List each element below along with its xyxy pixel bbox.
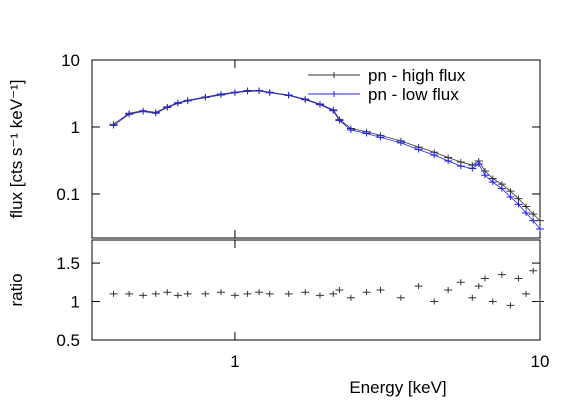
data-point [497, 271, 506, 278]
data-point [255, 289, 264, 296]
data-point [335, 287, 344, 293]
data-point [109, 290, 118, 297]
series-line [113, 90, 541, 221]
data-point [514, 195, 523, 202]
data-point [329, 290, 338, 297]
y-tick-label: 0.5 [56, 331, 80, 350]
data-point [151, 290, 160, 297]
data-point [315, 292, 324, 299]
data-point [183, 97, 192, 104]
data-point [125, 290, 134, 297]
y-tick-label: 1 [71, 293, 80, 312]
y-axis-label: flux [cts s⁻¹ keV⁻¹] [7, 80, 26, 219]
data-point [536, 225, 544, 232]
data-point [315, 101, 324, 108]
data-point [362, 130, 371, 137]
legend-label: pn - high flux [368, 66, 466, 85]
data-point [414, 283, 423, 290]
data-point [201, 94, 210, 101]
data-point [301, 289, 310, 296]
data-point [173, 292, 182, 299]
plot-frame [91, 59, 541, 239]
data-point [151, 110, 160, 117]
data-point [230, 89, 239, 96]
data-point [125, 111, 134, 118]
data-point [514, 275, 523, 282]
legend-marker [330, 91, 338, 97]
data-point [456, 163, 465, 170]
data-point [536, 298, 544, 305]
data-point [396, 139, 405, 146]
data-point [522, 209, 531, 216]
data-point [265, 89, 274, 96]
data-point [201, 290, 210, 297]
data-point [506, 302, 515, 309]
data-point [216, 92, 225, 99]
data-point [362, 289, 371, 296]
data-point [497, 185, 506, 192]
data-point [522, 203, 531, 210]
y-axis-label: ratio [7, 273, 26, 306]
series-line [113, 90, 541, 230]
data-point [183, 290, 192, 297]
data-point [139, 108, 148, 115]
data-point [243, 290, 252, 297]
data-point [529, 267, 538, 274]
data-point [301, 96, 310, 103]
data-point [396, 294, 405, 301]
plot-frame [91, 239, 541, 341]
y-tick-label: 1.5 [56, 254, 80, 273]
x-axis-label: Energy [keV] [349, 378, 446, 397]
data-point [444, 158, 453, 165]
data-point [376, 134, 385, 141]
x-tick-label: 1 [230, 352, 239, 371]
y-tick-label: 10 [61, 51, 80, 70]
data-point [243, 88, 252, 95]
data-point [173, 100, 182, 107]
y-tick-label: 0.1 [56, 185, 80, 204]
data-point [529, 211, 538, 218]
data-point [430, 152, 439, 159]
data-point [414, 146, 423, 153]
data-point [522, 290, 531, 297]
data-point [230, 292, 239, 299]
data-point [444, 287, 453, 293]
data-point [284, 92, 293, 99]
data-point [480, 275, 489, 282]
data-point [506, 194, 515, 201]
data-point [109, 122, 118, 129]
data-point [536, 217, 544, 224]
data-point [506, 188, 515, 195]
data-point [529, 217, 538, 224]
data-point [488, 179, 497, 186]
data-point [488, 298, 497, 305]
data-point [346, 127, 355, 134]
data-point [265, 290, 274, 297]
data-point [514, 201, 523, 208]
data-point [255, 87, 264, 94]
data-point [216, 289, 225, 296]
data-point [139, 292, 148, 299]
legend-label: pn - low flux [368, 85, 459, 104]
x-tick-label: 10 [531, 352, 550, 371]
data-point [163, 289, 172, 296]
data-point [284, 290, 293, 297]
data-point [430, 298, 439, 305]
data-point [329, 107, 338, 114]
data-point [474, 283, 483, 290]
data-point [456, 279, 465, 286]
data-point [376, 287, 385, 293]
data-point [468, 165, 477, 172]
data-point [474, 161, 483, 168]
data-point [163, 104, 172, 111]
data-point [346, 294, 355, 301]
y-tick-label: 1 [71, 118, 80, 137]
data-point [335, 117, 344, 124]
data-point [468, 294, 477, 301]
data-point [480, 172, 489, 179]
legend-marker [330, 72, 338, 78]
